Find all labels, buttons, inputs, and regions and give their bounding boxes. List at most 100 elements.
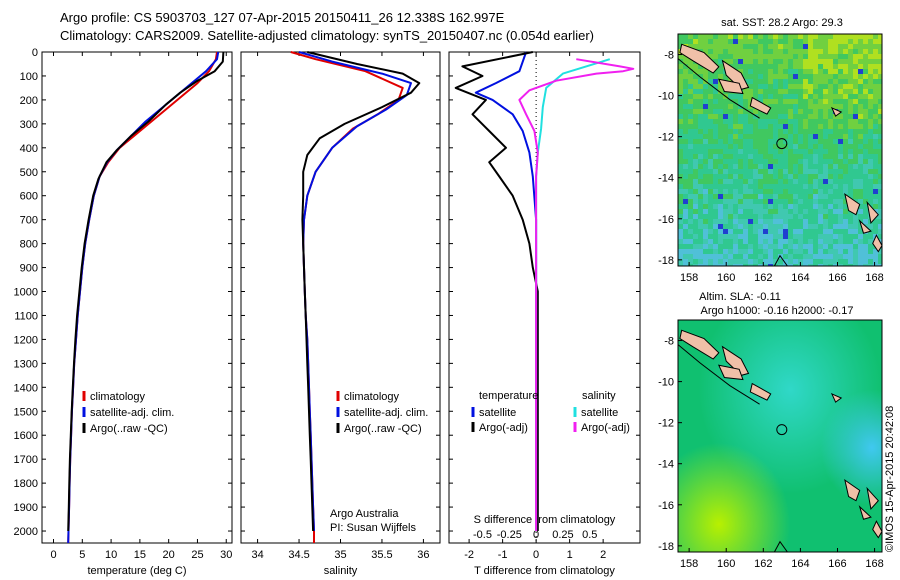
sst-cell xyxy=(853,249,858,254)
sst-cell xyxy=(778,184,783,189)
sst-cell xyxy=(773,109,778,114)
sst-cell xyxy=(708,54,713,59)
sst-cell xyxy=(798,144,803,149)
sst-cell xyxy=(773,54,778,59)
sst-cell xyxy=(768,209,773,214)
sst-cell xyxy=(763,119,768,124)
sst-cell xyxy=(803,164,808,169)
sst-cell xyxy=(813,184,818,189)
sst-cell xyxy=(858,89,863,94)
sst-cell xyxy=(803,234,808,239)
sst-cell xyxy=(843,44,848,49)
sst-cell xyxy=(828,264,833,266)
sst-cell xyxy=(788,129,793,134)
sst-cell xyxy=(723,129,728,134)
sst-cell xyxy=(743,239,748,244)
sst-cell xyxy=(698,34,703,39)
sst-cell xyxy=(678,199,683,204)
sst-cell xyxy=(803,144,808,149)
sst-cell xyxy=(788,34,793,39)
sst-cell xyxy=(803,219,808,224)
sst-cell xyxy=(683,129,688,134)
sst-cell xyxy=(698,74,703,79)
sst-cell xyxy=(818,74,823,79)
sst-cell xyxy=(808,179,813,184)
sst-cell xyxy=(853,104,858,109)
sst-cell xyxy=(718,229,723,234)
y-tick-label: 100 xyxy=(20,71,38,83)
sst-cell xyxy=(778,249,783,254)
sst-cell xyxy=(733,234,738,239)
sst-cell xyxy=(728,114,733,119)
sst-cell xyxy=(678,244,683,249)
sst-cell xyxy=(743,119,748,124)
sst-cell xyxy=(868,159,873,164)
sst-cell xyxy=(878,224,882,229)
sst-cell xyxy=(808,44,813,49)
sst-cell xyxy=(733,199,738,204)
sst-cell xyxy=(793,49,798,54)
sst-cell xyxy=(763,89,768,94)
sst-cell xyxy=(878,199,882,204)
sst-cell xyxy=(733,194,738,199)
sst-cell xyxy=(838,74,843,79)
sst-cell xyxy=(763,229,768,234)
sla-map-title: Altim. SLA: -0.11 xyxy=(699,291,781,303)
sst-cell xyxy=(778,169,783,174)
sst-cell xyxy=(788,204,793,209)
sst-cell xyxy=(733,119,738,124)
sst-cell xyxy=(728,39,733,44)
sst-cell xyxy=(838,49,843,54)
sst-cell xyxy=(738,239,743,244)
sst-cell xyxy=(858,74,863,79)
sst-cell xyxy=(773,234,778,239)
sst-cell xyxy=(708,79,713,84)
sst-cell xyxy=(743,34,748,39)
sst-cell xyxy=(828,69,833,74)
sst-cell xyxy=(778,99,783,104)
sst-cell xyxy=(783,149,788,154)
sst-cell xyxy=(733,59,738,64)
sst-cell xyxy=(823,239,828,244)
sst-cell xyxy=(768,114,773,119)
sst-map-title: sat. SST: 28.2 Argo: 29.3 xyxy=(721,17,843,29)
map-x-tick-label: 166 xyxy=(828,272,846,284)
sst-cell xyxy=(838,159,843,164)
sst-cell xyxy=(678,144,683,149)
sst-cell xyxy=(773,84,778,89)
sst-cell xyxy=(873,74,878,79)
sst-cell xyxy=(793,79,798,84)
sst-cell xyxy=(678,89,683,94)
sst-cell xyxy=(878,154,882,159)
sst-cell xyxy=(748,219,753,224)
sst-cell xyxy=(868,89,873,94)
sst-cell xyxy=(828,174,833,179)
x-tick-label: -2 xyxy=(464,549,474,561)
sst-cell xyxy=(713,144,718,149)
sst-cell xyxy=(833,49,838,54)
sst-cell xyxy=(868,179,873,184)
sst-cell xyxy=(823,54,828,59)
sst-cell xyxy=(828,94,833,99)
sst-cell xyxy=(863,214,868,219)
sst-cell xyxy=(868,84,873,89)
sst-cell xyxy=(853,189,858,194)
sst-cell xyxy=(743,189,748,194)
sst-cell xyxy=(848,174,853,179)
sst-cell xyxy=(683,154,688,159)
sst-cell xyxy=(793,139,798,144)
sst-cell xyxy=(758,189,763,194)
sst-cell xyxy=(723,124,728,129)
sst-cell xyxy=(823,179,828,184)
sst-cell xyxy=(703,244,708,249)
sst-cell xyxy=(713,69,718,74)
map-x-tick-label: 160 xyxy=(717,558,735,570)
sst-cell xyxy=(838,149,843,154)
sst-cell xyxy=(863,149,868,154)
sst-cell xyxy=(778,119,783,124)
sst-cell xyxy=(718,164,723,169)
sst-cell xyxy=(748,194,753,199)
sst-cell xyxy=(838,254,843,259)
sst-cell xyxy=(688,194,693,199)
